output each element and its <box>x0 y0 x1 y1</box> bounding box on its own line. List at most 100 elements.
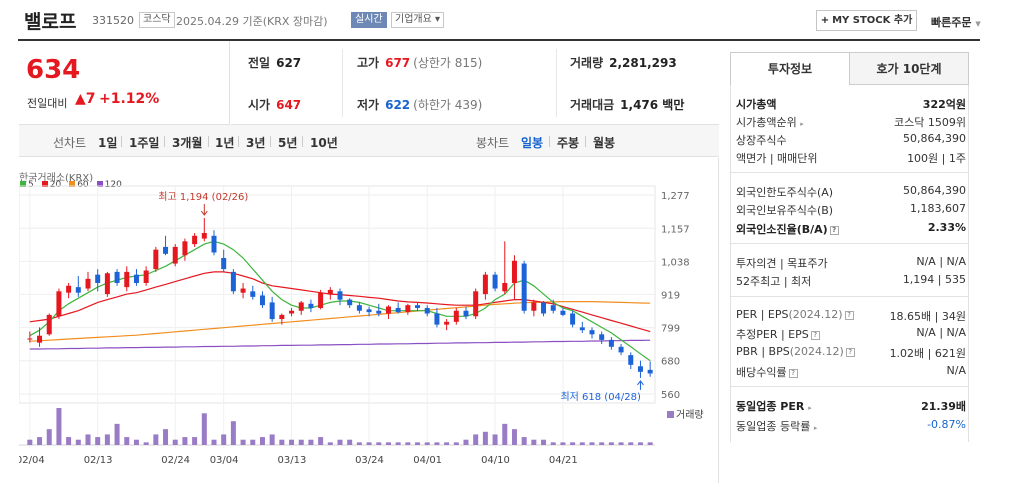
period-1y[interactable]: 1년 <box>215 136 235 150</box>
candle-monthly[interactable]: 월봉 <box>593 136 616 150</box>
stock-name: 밸로프 <box>24 11 77 33</box>
prev-close-value: 627 <box>276 56 302 70</box>
candle-chart-label[interactable]: 봉차트 <box>476 136 510 150</box>
volume-bar <box>114 423 120 445</box>
legend-ma-60: 60 <box>69 180 92 190</box>
y-tick-label: 799 <box>661 324 680 335</box>
candle-body <box>298 302 304 311</box>
volume-bar <box>473 434 479 445</box>
volume-bar <box>637 442 643 445</box>
separator <box>208 136 209 147</box>
y-tick-label: 680 <box>661 357 680 368</box>
max-annotation: 최고 1,194 (02/26) <box>158 191 248 203</box>
volume-bar <box>279 439 285 445</box>
y-tick-label: 1,157 <box>661 224 690 235</box>
shares-row: 상장주식수 50,864,390 <box>736 130 966 148</box>
legend-swatch <box>20 181 26 187</box>
separator <box>549 136 550 147</box>
y-tick-label: 1,038 <box>661 257 690 268</box>
per-row: PER | EPS(2024.12)? 18.65배 | 34원 <box>736 306 966 324</box>
realtime-button[interactable]: 실시간 <box>351 12 387 28</box>
period-1w[interactable]: 1주일 <box>129 136 160 150</box>
candle-daily[interactable]: 일봉 <box>521 136 544 150</box>
volume-bar <box>104 434 110 445</box>
price-change-rate: +1.12% <box>99 91 160 107</box>
help-icon[interactable]: ? <box>788 368 798 378</box>
date-info: 2025.04.29 기준(KRX 장마감) <box>176 15 328 28</box>
candle-body <box>376 310 382 314</box>
week52-value: 1,194 | 535 <box>902 273 966 286</box>
help-icon[interactable]: ? <box>829 225 839 235</box>
foreign-limit-label: 외국인한도주식수(A) <box>736 186 834 199</box>
amount-label: 거래대금 <box>570 98 615 112</box>
volume-bar <box>75 439 81 445</box>
dividend-value: N/A <box>946 364 966 377</box>
candle-body <box>415 305 421 308</box>
high-cell: 고가 677 (상한가 815) <box>357 54 482 71</box>
help-icon[interactable]: ? <box>810 330 820 340</box>
period-3m[interactable]: 3개월 <box>172 136 203 150</box>
volume-bar <box>647 442 653 445</box>
help-icon[interactable]: ? <box>845 347 855 357</box>
volume-bar <box>531 439 537 445</box>
volume-bar <box>385 442 391 445</box>
market-badge: 코스닥 <box>139 12 175 28</box>
prev-close-label: 전일 <box>248 56 271 70</box>
volume-bar <box>153 434 159 445</box>
stock-header: 밸로프 331520 코스닥 2025.04.29 기준(KRX 장마감) 실시… <box>0 0 1027 41</box>
tab-investment-info[interactable]: 투자정보 <box>730 52 850 85</box>
volume-bar <box>95 437 101 445</box>
chevron-down-icon: ▼ <box>975 20 981 28</box>
company-overview-dropdown[interactable]: 기업개요 ▾ <box>391 12 444 28</box>
separator <box>585 136 586 147</box>
candle-body <box>502 282 508 292</box>
candle-body <box>628 355 634 365</box>
line-chart-label[interactable]: 선차트 <box>53 136 87 150</box>
candle-body <box>637 366 643 372</box>
candle-body <box>85 278 91 289</box>
face-value-row: 액면가 | 매매단위 100원 | 1주 <box>736 148 966 166</box>
x-tick-label: 04/01 <box>413 455 442 466</box>
volume-bar <box>424 442 430 445</box>
est-per-row: 추정PER | EPS? N/A | N/A <box>736 324 966 342</box>
per-value: 18.65배 | 34원 <box>889 310 966 323</box>
volume-bar <box>56 408 62 445</box>
candle-body <box>570 313 576 325</box>
candle-body <box>259 295 265 306</box>
x-tick-label: 03/04 <box>210 455 239 466</box>
volume-legend-swatch <box>667 411 674 418</box>
candle-body <box>230 271 236 292</box>
investment-info-panel: 투자정보 호가 10단계 시가총액 322억원 시가총액순위 ▸ 코스닥 1509위… <box>730 52 970 442</box>
stock-code: 331520 <box>92 14 134 27</box>
volume-bar <box>618 442 624 445</box>
period-3y[interactable]: 3년 <box>246 136 266 150</box>
industry-rate-row[interactable]: 동일업종 등락률 ▸ -0.87% <box>736 416 966 434</box>
max-arrow-head <box>200 210 208 216</box>
period-1d[interactable]: 1일 <box>98 136 118 150</box>
open-cell: 시가 647 <box>248 96 301 113</box>
stock-chart[interactable]: 한국거래소(KRX) 5 20 60 120 1,277 1,157 1,038 919 79… <box>19 158 719 483</box>
industry-per-row[interactable]: 동일업종 PER ▸ 21.39배 <box>736 396 966 414</box>
volume-bar <box>521 437 527 445</box>
volume-bar <box>37 437 43 445</box>
x-tick-label: 04/10 <box>481 455 510 466</box>
low-value: 622 <box>385 98 411 112</box>
volume-bar <box>541 439 547 445</box>
add-my-stock-button[interactable]: + MY STOCK 추가 <box>816 10 917 31</box>
period-5y[interactable]: 5년 <box>278 136 298 150</box>
separator <box>270 136 271 147</box>
per-label: PER | EPS <box>736 308 789 321</box>
candle-body <box>27 338 33 340</box>
period-10y[interactable]: 10년 <box>310 136 338 150</box>
candle-body <box>182 241 188 256</box>
tab-order-book[interactable]: 호가 10단계 <box>849 52 969 85</box>
ma120-line <box>29 339 651 350</box>
candle-weekly[interactable]: 주봉 <box>557 136 580 150</box>
est-per-label: 추정PER | EPS <box>736 328 809 341</box>
industry-per-value: 21.39배 <box>921 400 966 413</box>
quick-order-link[interactable]: 빠른주문 ▼ <box>931 14 981 30</box>
market-cap-rank-row[interactable]: 시가총액순위 ▸ 코스닥 1509위 <box>736 112 966 130</box>
volume-bar <box>337 439 343 445</box>
help-icon[interactable]: ? <box>844 310 854 320</box>
